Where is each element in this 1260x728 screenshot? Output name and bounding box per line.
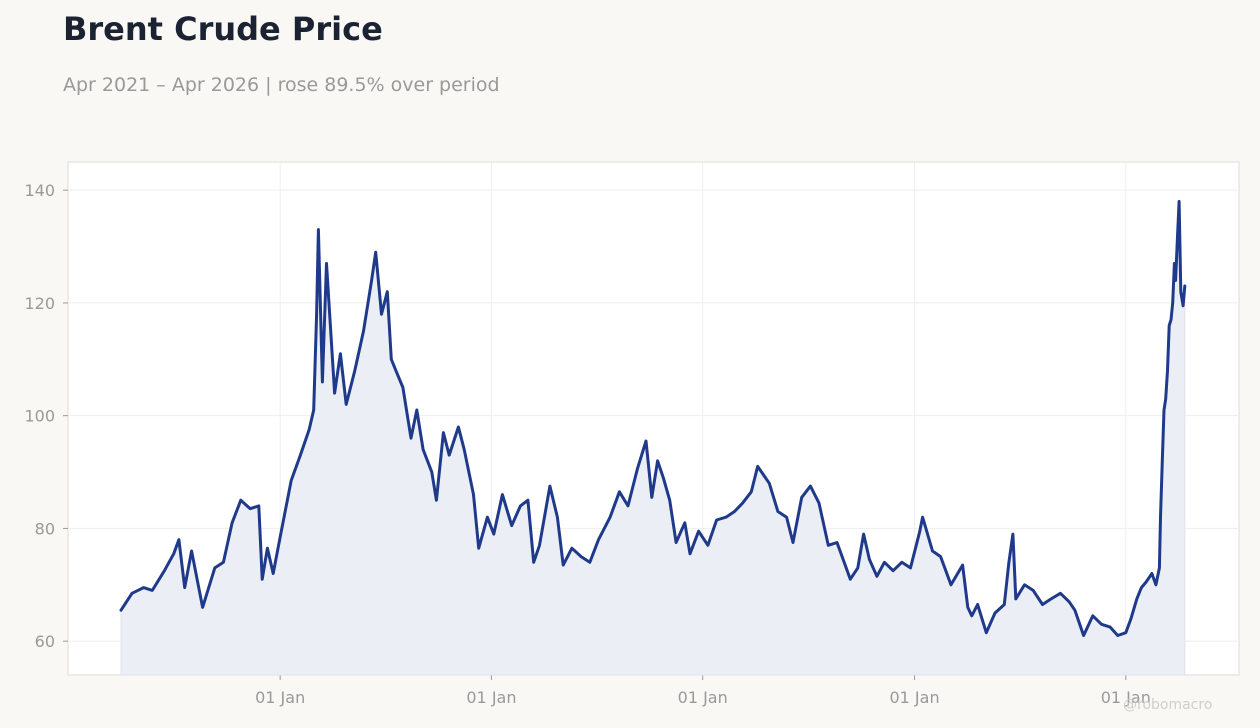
x-tick-label: 01 Jan <box>1101 688 1151 707</box>
x-tick-label: 01 Jan <box>466 688 516 707</box>
chart-subtitle: Apr 2021 – Apr 2026 | rose 89.5% over pe… <box>63 74 500 96</box>
y-tick-label: 80 <box>35 519 55 538</box>
line-layer <box>119 200 1187 637</box>
watermark: @robomacro <box>1123 697 1213 713</box>
tick-labels: 60 80 100 120 140 01 Jan 01 Jan 01 Jan 01 Jan 01 … <box>24 181 1150 707</box>
y-tick-label: 140 <box>24 181 55 200</box>
y-tick-label: 120 <box>24 294 55 313</box>
x-tick-label: 01 Jan <box>255 688 305 707</box>
y-tick-label: 60 <box>35 632 55 651</box>
y-tick-label: 100 <box>24 407 55 426</box>
x-tick-label: 01 Jan <box>889 688 939 707</box>
price-line <box>119 200 1187 637</box>
x-tick-label: 01 Jan <box>678 688 728 707</box>
chart-title: Brent Crude Price <box>63 10 383 48</box>
